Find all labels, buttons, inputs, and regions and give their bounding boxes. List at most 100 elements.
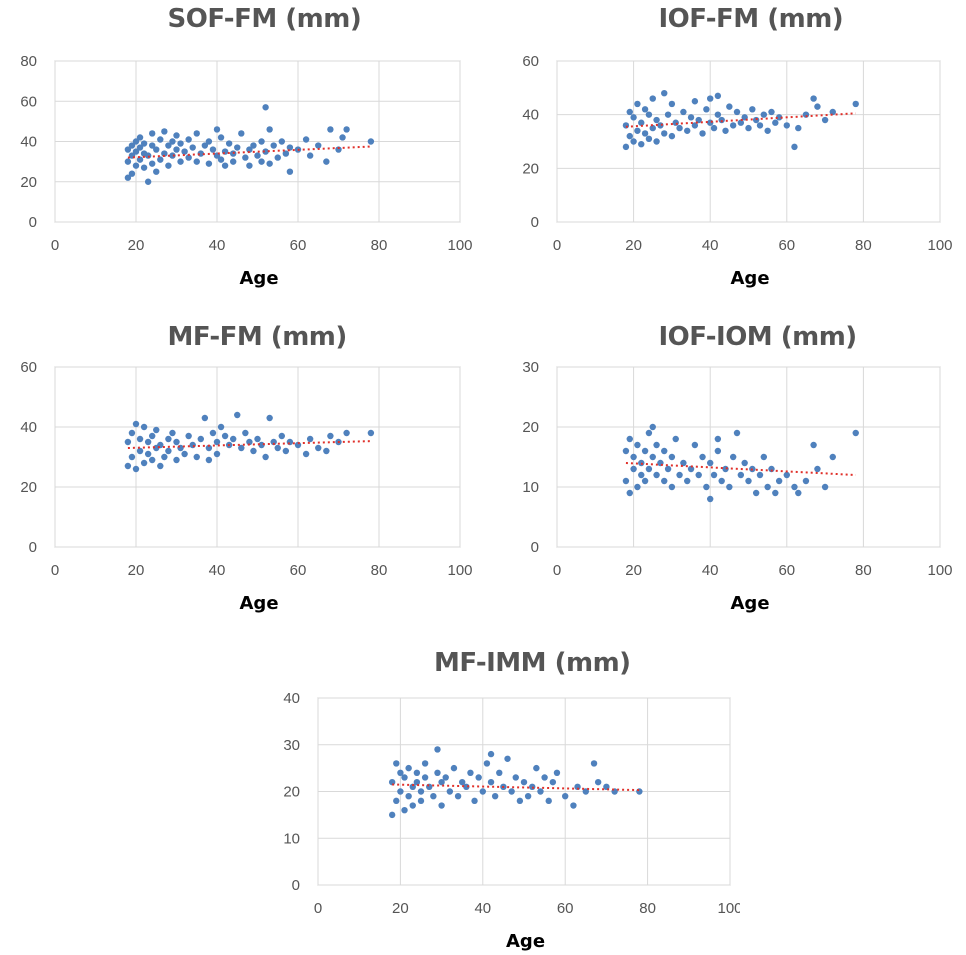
data-point xyxy=(286,144,294,151)
data-point xyxy=(124,146,132,153)
data-point xyxy=(649,453,656,461)
data-point xyxy=(266,160,273,167)
data-point xyxy=(594,778,602,786)
data-point xyxy=(132,420,140,428)
data-point xyxy=(684,477,691,485)
data-point xyxy=(695,471,702,479)
data-point xyxy=(737,471,745,479)
data-point xyxy=(638,471,645,479)
data-point xyxy=(760,453,768,461)
data-point xyxy=(764,127,771,134)
data-point xyxy=(197,435,204,443)
data-point xyxy=(450,764,458,772)
data-point xyxy=(238,444,245,452)
data-point xyxy=(169,152,176,159)
data-point xyxy=(234,411,241,419)
y-tick-label: 20 xyxy=(20,479,37,496)
data-point xyxy=(193,453,200,461)
data-point xyxy=(149,142,156,149)
data-point xyxy=(323,447,330,455)
data-point xyxy=(590,760,598,767)
data-point xyxy=(760,111,768,118)
data-point xyxy=(622,143,630,151)
x-tick-label: 80 xyxy=(371,237,388,254)
data-point xyxy=(668,453,676,461)
data-point xyxy=(661,130,668,137)
x-tick-label: 0 xyxy=(553,237,561,254)
y-tick-label: 40 xyxy=(522,107,539,124)
data-point xyxy=(438,778,445,786)
data-point xyxy=(397,769,404,776)
chart-title: IOF-IOM (mm) xyxy=(658,322,858,352)
y-tick-label: 0 xyxy=(29,214,37,231)
data-point xyxy=(772,119,779,126)
data-point xyxy=(185,432,192,440)
data-point xyxy=(417,788,425,795)
data-point xyxy=(153,168,160,175)
data-point xyxy=(630,453,637,461)
data-point xyxy=(699,130,706,137)
data-point xyxy=(707,119,714,126)
scatter-plot: 0 20 40 60 80 0 20 40 60 80 100 xyxy=(20,53,472,254)
data-point xyxy=(157,156,164,163)
x-tick-label: 100 xyxy=(927,562,952,579)
data-point xyxy=(165,447,172,455)
data-point xyxy=(630,138,637,145)
data-point xyxy=(467,769,474,776)
scatter-plot: 0 20 40 60 0 20 40 60 80 100 xyxy=(20,359,472,579)
chart-title: MF-IMM (mm) xyxy=(434,648,631,678)
data-point xyxy=(852,100,859,108)
data-point xyxy=(814,465,821,473)
data-point xyxy=(645,135,653,143)
data-point xyxy=(128,429,136,437)
data-point xyxy=(144,450,152,458)
data-point xyxy=(722,127,729,134)
x-tick-label: 80 xyxy=(371,562,388,579)
data-point xyxy=(680,108,687,116)
y-tick-label: 60 xyxy=(20,93,37,110)
data-point xyxy=(691,122,699,129)
trendline xyxy=(625,112,856,128)
x-tick-label: 20 xyxy=(625,562,642,579)
data-point xyxy=(262,148,269,155)
data-point xyxy=(367,138,375,145)
data-point xyxy=(622,477,630,485)
data-point xyxy=(649,124,656,132)
data-point xyxy=(393,760,400,767)
x-tick-label: 0 xyxy=(553,562,561,579)
data-point xyxy=(286,438,294,446)
data-point xyxy=(459,778,466,786)
data-point xyxy=(339,134,346,141)
trendline xyxy=(625,462,856,476)
data-point xyxy=(136,435,144,443)
data-point xyxy=(205,456,213,464)
chart-panel: IOF-IOM (mm) 0 10 20 30 0 20 40 60 80 100 Age xyxy=(490,322,966,617)
data-point xyxy=(661,477,668,485)
data-point xyxy=(707,495,714,503)
data-point xyxy=(676,471,683,479)
data-point xyxy=(209,429,217,437)
data-point xyxy=(479,788,486,795)
data-point xyxy=(741,459,748,467)
data-point xyxy=(205,138,213,145)
data-point xyxy=(173,146,180,153)
data-point xyxy=(144,438,152,446)
data-point xyxy=(687,114,695,121)
data-point xyxy=(302,136,310,143)
y-tick-label: 0 xyxy=(292,877,300,894)
data-point xyxy=(641,106,649,113)
data-point xyxy=(668,483,676,491)
scatter-plot: 0 10 20 30 0 20 40 60 80 100 xyxy=(522,359,952,579)
data-point xyxy=(185,154,192,161)
chart-panel: MF-IMM (mm) 0 10 20 30 40 0 20 40 60 80 100 Age xyxy=(240,648,740,955)
x-tick-label: 40 xyxy=(702,237,719,254)
data-point xyxy=(756,471,764,479)
data-point xyxy=(630,465,637,473)
data-point xyxy=(132,465,140,473)
data-point xyxy=(772,489,779,497)
data-point xyxy=(421,774,429,781)
data-point xyxy=(496,769,503,776)
data-point xyxy=(405,764,412,772)
trendline xyxy=(392,783,640,792)
data-point xyxy=(426,783,433,791)
